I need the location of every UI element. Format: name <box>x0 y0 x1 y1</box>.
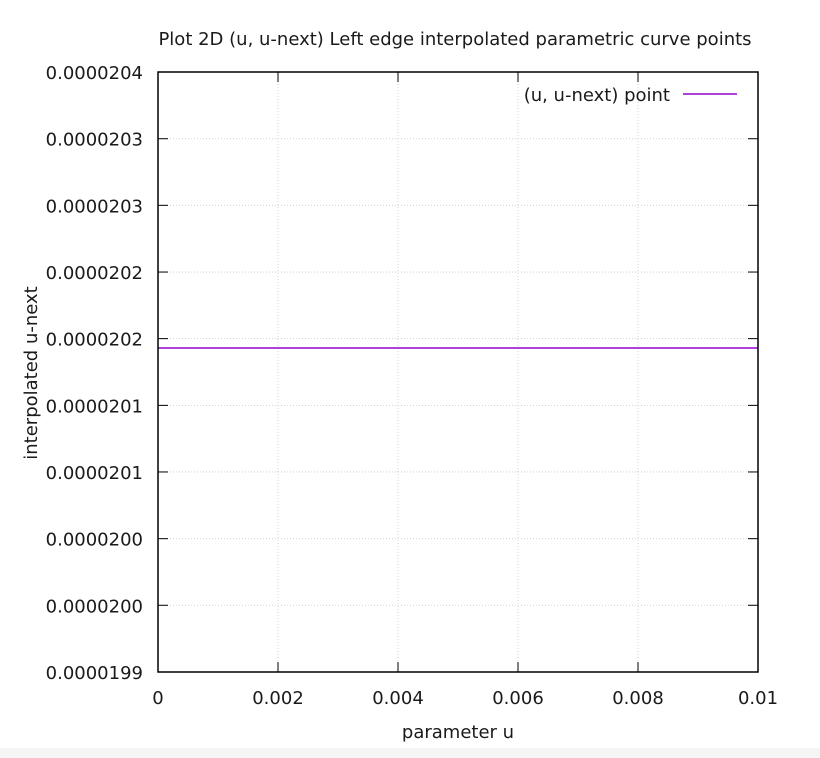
x-tick-label: 0.01 <box>738 688 778 709</box>
y-tick-label: 0.0000202 <box>46 330 143 351</box>
plot-frame <box>157 71 759 673</box>
y-axis-label: interpolated u-next <box>21 286 42 459</box>
axis-ticks: 0 0.002 0.004 0.006 0.008 0.01 0.0000199 0.0000… <box>46 63 778 709</box>
y-tick-label: 0.0000200 <box>46 596 143 617</box>
x-tick-label: 0.004 <box>372 688 424 709</box>
x-tick-label: 0.008 <box>612 688 664 709</box>
chart-title: Plot 2D (u, u-next) Left edge interpolat… <box>158 29 751 50</box>
grid <box>158 72 758 672</box>
y-tick-label: 0.0000201 <box>46 463 143 484</box>
x-tick-label: 0 <box>152 688 163 709</box>
bottom-strip <box>0 748 820 758</box>
legend-label: (u, u-next) point <box>524 85 670 106</box>
y-tick-label: 0.0000202 <box>46 263 143 284</box>
y-tick-label: 0.0000199 <box>46 663 143 684</box>
y-tick-label: 0.0000201 <box>46 396 143 417</box>
x-axis-label: parameter u <box>402 722 514 743</box>
y-tick-label: 0.0000200 <box>46 530 143 551</box>
y-tick-label: 0.0000204 <box>46 63 143 84</box>
x-tick-label: 0.006 <box>492 688 544 709</box>
y-tick-label: 0.0000203 <box>46 130 143 151</box>
x-tick-label: 0.002 <box>252 688 304 709</box>
legend: (u, u-next) point <box>524 85 737 106</box>
y-tick-label: 0.0000203 <box>46 196 143 217</box>
